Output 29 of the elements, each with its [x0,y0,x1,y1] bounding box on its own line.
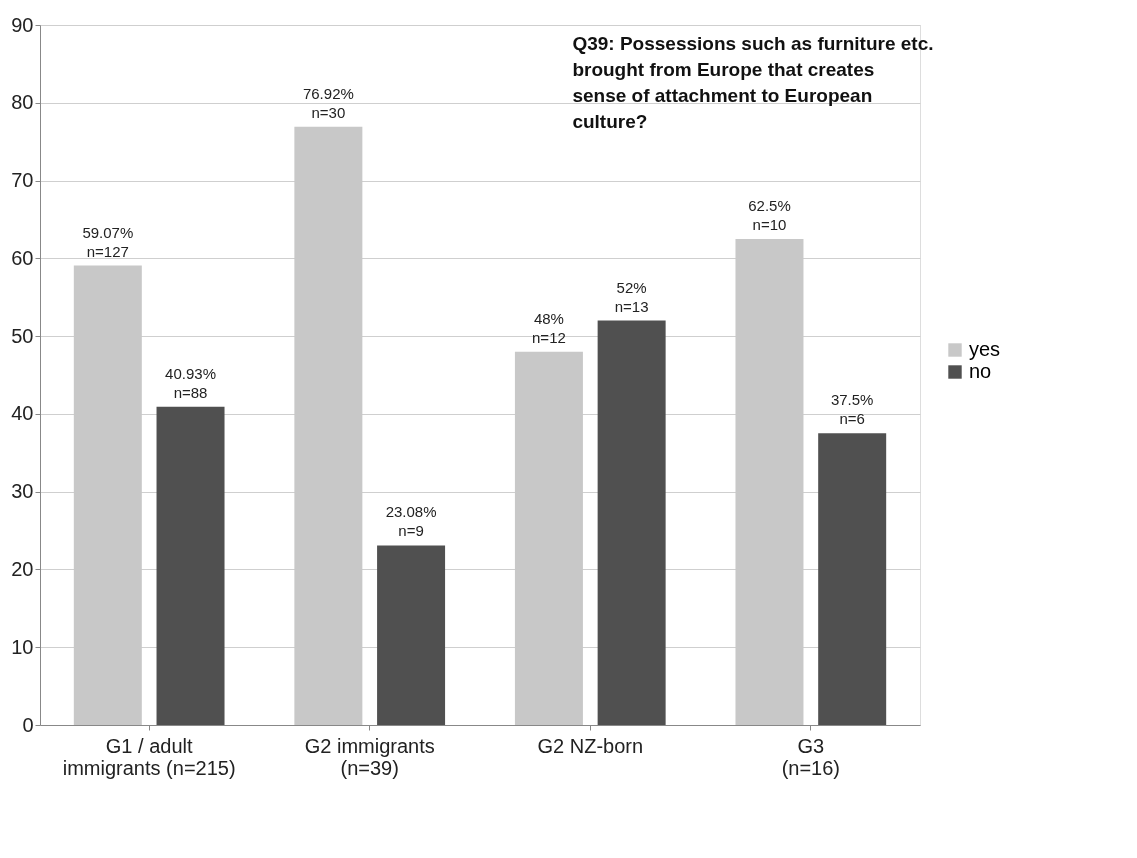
x-tick-label: G1 / adult immigrants (n=215) [62,734,236,779]
text: Q39: Possessions such as furniture etc. brought from Europe that creates sense of attachment to European culture? [572,33,934,132]
bar [377,545,446,725]
data-label: 76.92% n=30 [302,84,354,121]
bar [818,433,887,725]
y-tick-label: 20 [11,557,34,580]
x-tick-label: G3 (n=16) [781,734,841,779]
x-tick-label: G2 immigrants (n=39) [304,734,435,779]
bar [597,320,666,725]
y-tick-label: 30 [11,480,34,503]
data-label: 37.5% n=6 [830,391,874,428]
y-tick-label: 60 [11,246,34,269]
legend-label: no [969,360,992,382]
y-tick-label: 0 [22,713,34,736]
y-tick-label: 80 [11,91,34,114]
data-label: 52% n=13 [614,278,649,315]
bar [156,406,225,725]
data-label: 48% n=12 [532,309,566,346]
data-label: 40.93% n=88 [165,364,216,401]
legend-label: yes [969,338,1001,360]
y-tick-label: 70 [11,169,34,192]
data-label: 62.5% n=10 [748,196,791,233]
data-label: 23.08% n=9 [385,503,437,540]
x-tick-label: G2 NZ-born [537,734,644,757]
y-tick-label: 10 [11,635,34,658]
y-tick-label: 90 [11,13,34,36]
data-label: 59.07% n=127 [82,223,134,260]
y-tick-label: 40 [11,402,34,425]
y-tick-label: 50 [11,324,34,347]
